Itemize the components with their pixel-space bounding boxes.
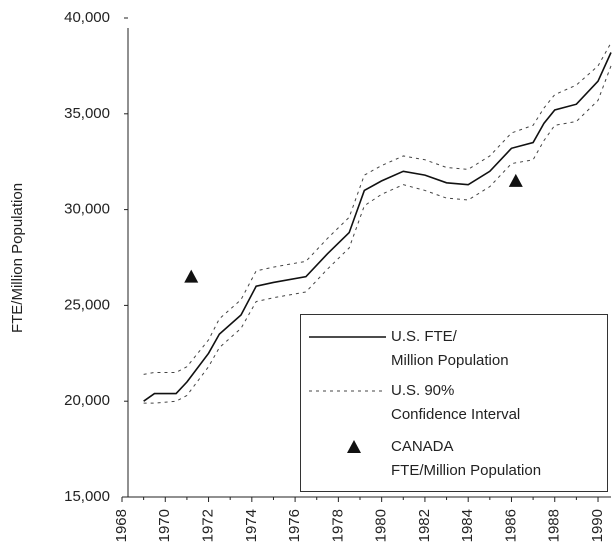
x-tick-label: 1974: [243, 509, 260, 542]
x-tick-label: 1968: [113, 509, 130, 542]
x-tick-label: 1970: [156, 509, 173, 542]
x-tick-label: 1984: [459, 509, 476, 542]
x-tick-label: 1988: [546, 509, 563, 542]
legend-label: U.S. 90% Confidence Interval: [391, 382, 521, 423]
x-tick-label: 1978: [329, 509, 346, 542]
legend-marker: [347, 440, 361, 453]
y-tick-label: 20,000: [64, 392, 110, 409]
x-tick-label: 1976: [286, 509, 303, 542]
legend-swatches: [309, 336, 386, 453]
x-tick-label: 1986: [502, 509, 519, 542]
x-tick-label: 1972: [200, 509, 217, 542]
y-tick-label: 25,000: [64, 296, 110, 313]
legend-label: U.S. FTE/ Million Population: [391, 328, 509, 369]
triangle-marker: [184, 269, 199, 283]
legend-label: CANADA FTE/Million Population: [391, 438, 542, 479]
us-line: [143, 52, 612, 402]
y-tick-label: 15,000: [64, 488, 110, 505]
y-tick-label: 30,000: [64, 201, 110, 218]
y-axis-label: FTE/Million Population: [9, 183, 26, 333]
y-tick-label: 35,000: [64, 105, 110, 122]
ci-lower-line: [143, 65, 612, 404]
x-tick-label: 1982: [416, 509, 433, 542]
x-tick-label: 1980: [373, 509, 390, 542]
y-tick-label: 40,000: [64, 9, 110, 26]
triangle-marker: [508, 173, 523, 187]
legend: U.S. FTE/ Million Population U.S. 90% Con…: [300, 314, 608, 492]
ci-upper-line: [143, 42, 612, 375]
x-tick-label: 1990: [589, 509, 606, 542]
